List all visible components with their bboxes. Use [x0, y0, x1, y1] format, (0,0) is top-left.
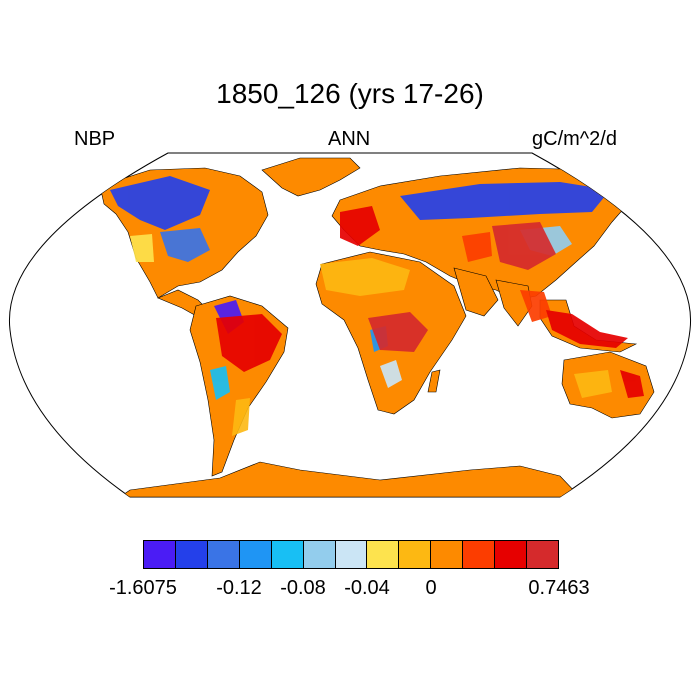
colorbar-segment	[527, 541, 558, 568]
antarctica	[119, 461, 581, 497]
units-label: gC/m^2/d	[532, 128, 617, 150]
colorbar-label-min: -1.6075	[109, 577, 177, 599]
colorbar-label-max: 0.7463	[528, 577, 590, 599]
colorbar-label: -0.04	[344, 577, 390, 599]
variable-label: NBP	[74, 128, 116, 150]
red-patches	[216, 206, 644, 398]
colorbar-segment	[271, 541, 304, 568]
colorbar-segment	[431, 541, 464, 568]
colorbar-label: -0.08	[280, 577, 326, 599]
colorbar-segment	[144, 541, 176, 568]
colorbar-segment	[239, 541, 272, 568]
greenland	[261, 157, 361, 197]
arabia	[453, 267, 499, 317]
colorbar-segment	[303, 541, 336, 568]
yellow-patches	[130, 234, 612, 436]
madagascar	[427, 369, 441, 393]
colorbar-segment	[399, 541, 432, 568]
map-title: 1850_126 (yrs 17-26)	[216, 78, 484, 109]
colorbar-label: -0.12	[216, 577, 262, 599]
colorbar	[143, 540, 559, 569]
season-label: ANN	[328, 128, 371, 150]
colorbar-segment	[367, 541, 400, 568]
colorbar-label: 0	[425, 577, 437, 599]
colorbar-segment	[335, 541, 368, 568]
colorbar-segment	[175, 541, 208, 568]
colorbar-segment	[495, 541, 528, 568]
colorbar-segment	[207, 541, 240, 568]
colorbar-segment	[463, 541, 496, 568]
